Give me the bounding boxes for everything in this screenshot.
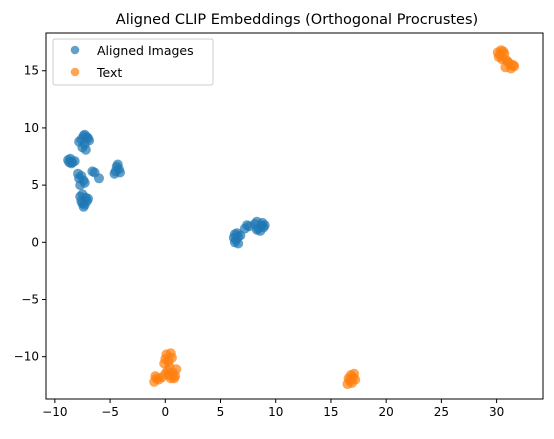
y-axis: −10 −5 0 5 10 15 — [14, 64, 46, 364]
x-axis: −10 −5 0 5 10 15 20 25 30 — [42, 399, 504, 419]
x-tick-label: −10 — [42, 405, 67, 419]
y-tick-label: 5 — [31, 178, 39, 192]
text-point-4 — [166, 352, 177, 363]
x-tick-label: 15 — [323, 405, 338, 419]
y-tick-label: 15 — [24, 64, 39, 78]
image-point-6 — [80, 144, 91, 155]
chart-title: Aligned CLIP Embeddings (Orthogonal Proc… — [116, 12, 478, 28]
image-point-20 — [112, 159, 123, 170]
x-tick-label: 25 — [434, 405, 449, 419]
x-tick-label: 5 — [217, 405, 225, 419]
legend-marker-aligned-images — [70, 45, 80, 55]
image-point-9 — [79, 129, 90, 140]
marks-layer — [63, 45, 520, 390]
y-tick-label: −10 — [14, 350, 39, 364]
x-tick-label: 20 — [379, 405, 394, 419]
legend: Aligned Images Text — [52, 38, 214, 86]
text-point-19 — [169, 373, 180, 384]
text-point-41 — [498, 46, 509, 57]
image-point-23 — [94, 173, 104, 184]
image-point-24 — [87, 166, 98, 177]
image-point-21 — [115, 167, 125, 178]
image-point-30 — [74, 173, 85, 184]
image-point-57 — [251, 224, 262, 235]
text-point-27 — [344, 375, 355, 386]
image-point-39 — [77, 198, 88, 209]
x-tick-label: −5 — [101, 405, 119, 419]
legend-label-text: Text — [96, 65, 122, 80]
y-tick-label: −5 — [21, 292, 39, 306]
x-tick-label: 10 — [268, 405, 283, 419]
y-tick-label: 10 — [24, 121, 39, 135]
text-point-18 — [150, 371, 161, 382]
legend-label-aligned-images: Aligned Images — [97, 43, 194, 58]
plot-frame — [45, 32, 544, 400]
x-tick-label: 0 — [161, 405, 169, 419]
image-point-15 — [64, 157, 75, 168]
text-point-40 — [509, 61, 520, 72]
legend-box — [52, 38, 214, 86]
image-point-8 — [74, 136, 85, 147]
image-point-47 — [228, 232, 239, 243]
image-point-59 — [257, 217, 268, 228]
legend-marker-text — [70, 67, 80, 77]
y-tick-label: 0 — [31, 235, 39, 249]
x-tick-label: 30 — [489, 405, 504, 419]
